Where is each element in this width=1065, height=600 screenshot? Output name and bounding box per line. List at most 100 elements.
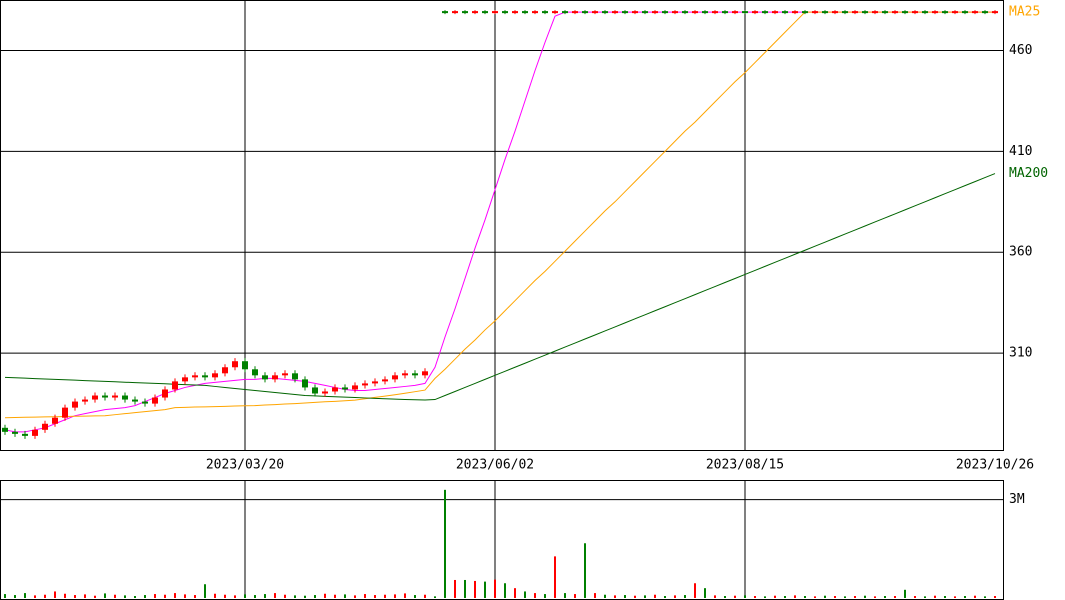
volume-bar (614, 595, 616, 598)
candle-body (682, 11, 688, 14)
volume-bar (954, 596, 956, 598)
candle-body (862, 11, 868, 14)
candle-body (652, 11, 658, 14)
candle-body (802, 11, 808, 14)
candle-body (672, 11, 678, 14)
candle-body (972, 11, 978, 14)
volume-bar (874, 596, 876, 598)
volume-bar (684, 595, 686, 598)
candle-body (712, 11, 718, 14)
candle-body (22, 433, 28, 436)
y-tick-label: 3M (1009, 492, 1025, 507)
volume-bar (34, 595, 36, 598)
candle-body (632, 11, 638, 14)
candle-body (352, 385, 358, 390)
volume-bar (514, 588, 516, 598)
volume-bar (494, 579, 496, 598)
candle-body (282, 373, 288, 376)
volume-bar (784, 596, 786, 598)
volume-bar (604, 594, 606, 598)
volume-bar (904, 589, 906, 598)
volume-bar (24, 593, 26, 598)
y-tick-label: 460 (1009, 43, 1032, 58)
candle-body (132, 399, 138, 402)
volume-bar (294, 595, 296, 598)
volume-bar (324, 593, 326, 598)
candle-body (852, 11, 858, 14)
volume-bar (974, 595, 976, 598)
volume-bar (824, 595, 826, 598)
volume-bar (734, 595, 736, 598)
candle-body (82, 399, 88, 402)
volume-bar (704, 588, 706, 598)
candle-body (932, 11, 938, 14)
candle-body (222, 367, 228, 374)
volume-bar (854, 596, 856, 598)
candle-body (42, 423, 48, 430)
candle-body (542, 11, 548, 14)
candle-body (982, 11, 988, 14)
volume-bar (884, 596, 886, 598)
volume-bar (894, 596, 896, 598)
volume-bar (414, 595, 416, 598)
price-pane (0, 0, 1004, 451)
volume-bar (794, 595, 796, 598)
y-tick-label: 410 (1009, 144, 1032, 159)
candle-body (382, 379, 388, 382)
candle-body (372, 381, 378, 384)
volume-bar (654, 594, 656, 598)
legend-label: MA25 (1009, 5, 1040, 20)
volume-bar (424, 594, 426, 598)
volume-bar (234, 595, 236, 598)
ma-line (4, 11, 995, 433)
volume-bar (84, 594, 86, 598)
volume-bar (944, 596, 946, 598)
volume-bar (634, 595, 636, 598)
volume-bar (834, 596, 836, 598)
volume-bar (224, 594, 226, 598)
candle-body (122, 395, 128, 400)
candle-body (902, 11, 908, 14)
legend-label: MA200 (1009, 166, 1048, 181)
volume-bar (694, 583, 696, 598)
volume-bar (184, 594, 186, 598)
candle-body (422, 371, 428, 376)
candle-body (452, 11, 458, 14)
volume-bar (244, 594, 246, 598)
candle-body (392, 375, 398, 380)
volume-bar (674, 595, 676, 598)
volume-bar (4, 594, 6, 598)
candle-body (472, 11, 478, 14)
candle-body (92, 395, 98, 400)
candle-body (232, 361, 238, 368)
candle-body (152, 397, 158, 404)
volume-bar (554, 556, 556, 598)
x-tick-label: 2023/06/02 (456, 458, 534, 473)
candle-body (822, 11, 828, 14)
volume-bar (534, 593, 536, 598)
candle-body (462, 11, 468, 14)
volume-bar (434, 596, 436, 598)
candle-body (752, 11, 758, 14)
candle-body (142, 401, 148, 404)
candle-body (952, 11, 958, 14)
volume-bar (984, 596, 986, 598)
volume-bar (214, 593, 216, 598)
volume-bar (314, 595, 316, 598)
candle-body (482, 11, 488, 14)
volume-bar (564, 593, 566, 598)
candle-body (592, 11, 598, 14)
volume-bar (334, 594, 336, 598)
volume-bar (384, 594, 386, 598)
candle-body (962, 11, 968, 14)
volume-bar (664, 596, 666, 598)
volume-bar (574, 594, 576, 598)
volume-bar (64, 593, 66, 598)
volume-bar (754, 596, 756, 598)
candle-body (612, 11, 618, 14)
candle-body (202, 375, 208, 378)
volume-bar (804, 596, 806, 598)
candle-body (912, 11, 918, 14)
candle-body (582, 11, 588, 14)
